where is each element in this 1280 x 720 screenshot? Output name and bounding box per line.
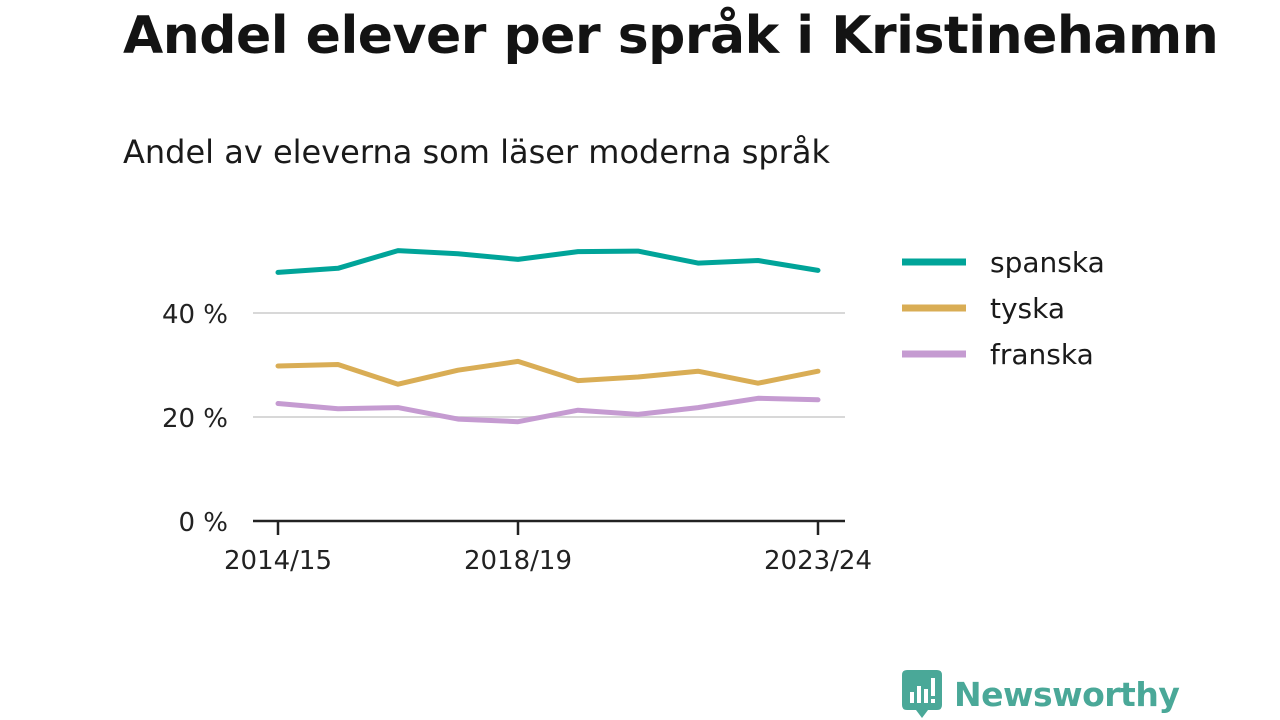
newsworthy-logo: Newsworthy <box>902 670 1180 718</box>
bar-chart-speech-bubble-icon <box>902 670 942 718</box>
x-tick-label: 2023/24 <box>764 546 872 576</box>
series-line-spanska <box>275 248 821 275</box>
legend: spanska tyska franska <box>902 246 1105 371</box>
legend-label-franska: franska <box>990 338 1094 371</box>
series-lines <box>275 248 821 425</box>
x-tick-label: 2014/15 <box>224 546 332 576</box>
chart-subtitle: Andel av eleverna som läser moderna språ… <box>123 133 830 171</box>
chart-title: Andel elever per språk i Kristinehamn <box>123 6 1219 66</box>
series-line-tyska <box>275 358 821 387</box>
brand-name: Newsworthy <box>954 674 1180 714</box>
series-line-franska <box>275 395 821 425</box>
x-tick-label: 2018/19 <box>464 546 572 576</box>
y-tick-label: 20 % <box>162 404 228 434</box>
legend-label-spanska: spanska <box>990 246 1105 279</box>
y-tick-label: 40 % <box>162 300 228 330</box>
y-tick-label: 0 % <box>178 508 228 538</box>
legend-label-tyska: tyska <box>990 292 1065 325</box>
axes: 0 % 20 % 40 % 2014/15 2018/19 2023/24 <box>162 300 872 576</box>
